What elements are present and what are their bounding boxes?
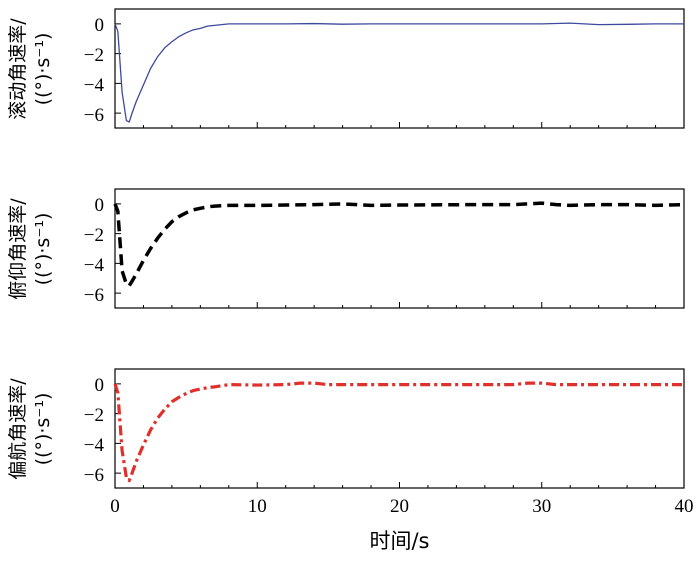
- pitch-ticks: [115, 203, 657, 308]
- yaw-ylabel-line2: ((°)·s⁻¹): [32, 393, 54, 466]
- pitch-ylabel-line2: ((°)·s⁻¹): [32, 213, 54, 286]
- roll-ytick-label-3: −6: [84, 105, 104, 126]
- yaw-ytick-label-0: 0: [95, 375, 105, 396]
- xtick-label-0: 0: [110, 496, 120, 517]
- panel-roll: 滚动角速率/ ((°)·s⁻¹) 0 −2 −4 −6: [7, 8, 685, 129]
- pitch-ytick-label-0: 0: [95, 195, 105, 216]
- pitch-ytick-label-3: −6: [84, 285, 104, 306]
- yaw-ytick-label-3: −6: [84, 465, 104, 486]
- xtick-label-20: 20: [390, 496, 409, 517]
- xtick-label-40: 40: [675, 496, 694, 517]
- pitch-rate-line: [113, 201, 685, 288]
- yaw-ytick-label-1: −2: [84, 405, 104, 426]
- roll-ylabel-line1: 滚动角速率/: [7, 18, 29, 120]
- yaw-plot-frame: [114, 368, 685, 489]
- roll-ylabel-line2: ((°)·s⁻¹): [32, 33, 54, 106]
- panel-yaw: 偏航角速率/ ((°)·s⁻¹) 0 −2 −4 −6 0 10 20 30 4…: [7, 368, 694, 553]
- yaw-ticks: [115, 383, 657, 488]
- yaw-rate-line: [113, 381, 684, 483]
- xtick-label-30: 30: [532, 496, 551, 517]
- yaw-ylabel-line1: 偏航角速率/: [7, 378, 29, 480]
- pitch-ytick-label-2: −4: [84, 255, 105, 276]
- pitch-ylabel-line1: 俯仰角速率/: [7, 198, 29, 300]
- roll-rate-line: [114, 22, 684, 123]
- roll-ytick-label-1: −2: [84, 45, 104, 66]
- panel-pitch: 俯仰角速率/ ((°)·s⁻¹) 0 −2 −4 −6: [7, 188, 685, 309]
- pitch-ytick-label-1: −2: [84, 225, 104, 246]
- roll-ytick-label-0: 0: [95, 15, 105, 36]
- roll-ytick-label-2: −4: [84, 75, 105, 96]
- x-axis-title: 时间/s: [369, 529, 429, 553]
- roll-ticks: [115, 23, 657, 128]
- xtick-label-10: 10: [248, 496, 267, 517]
- roll-plot-frame: [114, 8, 685, 129]
- yaw-ytick-label-2: −4: [84, 435, 105, 456]
